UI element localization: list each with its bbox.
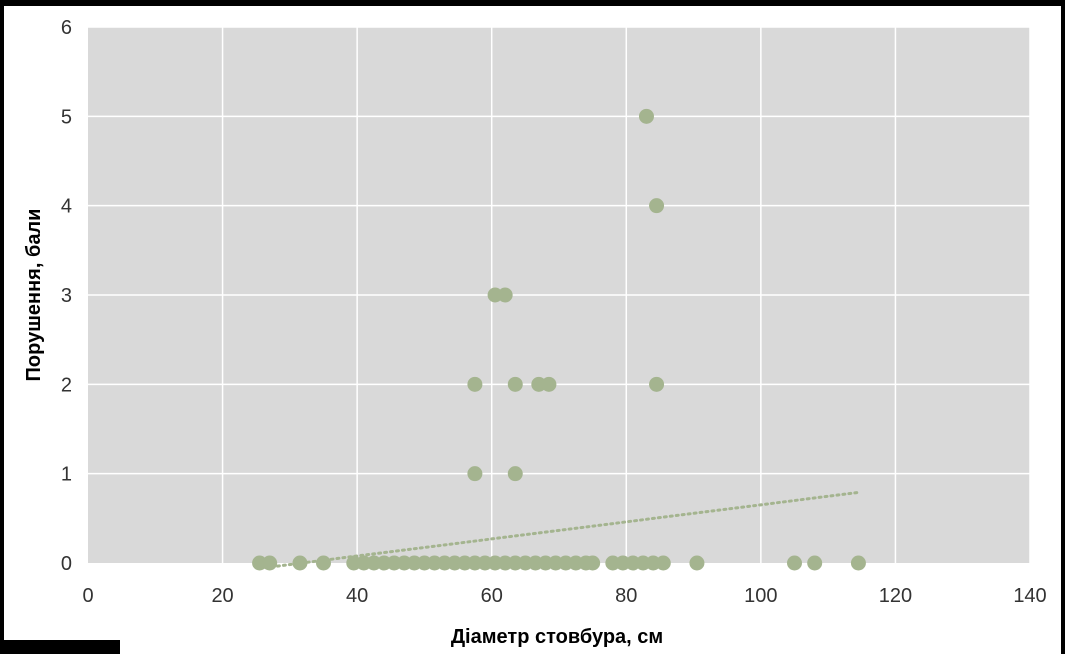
- y-axis-title: Порушення, бали: [23, 209, 45, 382]
- data-point: [507, 376, 523, 392]
- x-tick-label: 60: [481, 585, 503, 607]
- data-point: [649, 198, 665, 214]
- data-point: [541, 376, 557, 392]
- data-point: [850, 555, 866, 571]
- data-point: [807, 555, 823, 571]
- y-tick-labels: 0 1 2 3 4 5 6: [61, 17, 72, 575]
- data-point: [467, 376, 483, 392]
- x-tick-label: 140: [1013, 585, 1046, 607]
- data-point: [787, 555, 802, 571]
- trendline: [258, 490, 860, 570]
- y-tick-label: 6: [61, 17, 72, 39]
- y-tick-label: 5: [61, 106, 72, 128]
- data-point: [689, 555, 705, 571]
- x-tick-labels: 0 20 40 60 80 100 120 140: [82, 585, 1046, 607]
- y-tick-label: 0: [61, 553, 72, 575]
- data-point: [292, 555, 308, 571]
- y-tick-label: 4: [61, 196, 72, 218]
- x-axis-title: Діаметр стовбура, см: [451, 626, 663, 648]
- data-points: [252, 108, 866, 571]
- data-point: [467, 466, 483, 482]
- x-tick-label: 0: [82, 585, 93, 607]
- data-point: [585, 555, 601, 571]
- data-point: [649, 376, 665, 392]
- x-tick-label: 100: [744, 585, 777, 607]
- x-tick-label: 40: [346, 585, 368, 607]
- right-border: [1061, 0, 1065, 654]
- left-border: [0, 0, 4, 654]
- data-point: [262, 555, 278, 571]
- data-point: [316, 555, 331, 571]
- x-tick-label: 80: [615, 585, 637, 607]
- grid: [88, 26, 1031, 563]
- corner-block: [0, 640, 120, 654]
- y-tick-label: 3: [61, 285, 72, 307]
- top-border: [0, 0, 1065, 6]
- data-point: [507, 466, 523, 482]
- data-point: [655, 555, 671, 571]
- y-tick-label: 1: [61, 464, 72, 486]
- x-tick-label: 120: [879, 585, 912, 607]
- x-tick-label: 20: [211, 585, 233, 607]
- data-point: [638, 108, 654, 124]
- data-point: [497, 287, 513, 303]
- y-tick-label: 2: [61, 374, 72, 396]
